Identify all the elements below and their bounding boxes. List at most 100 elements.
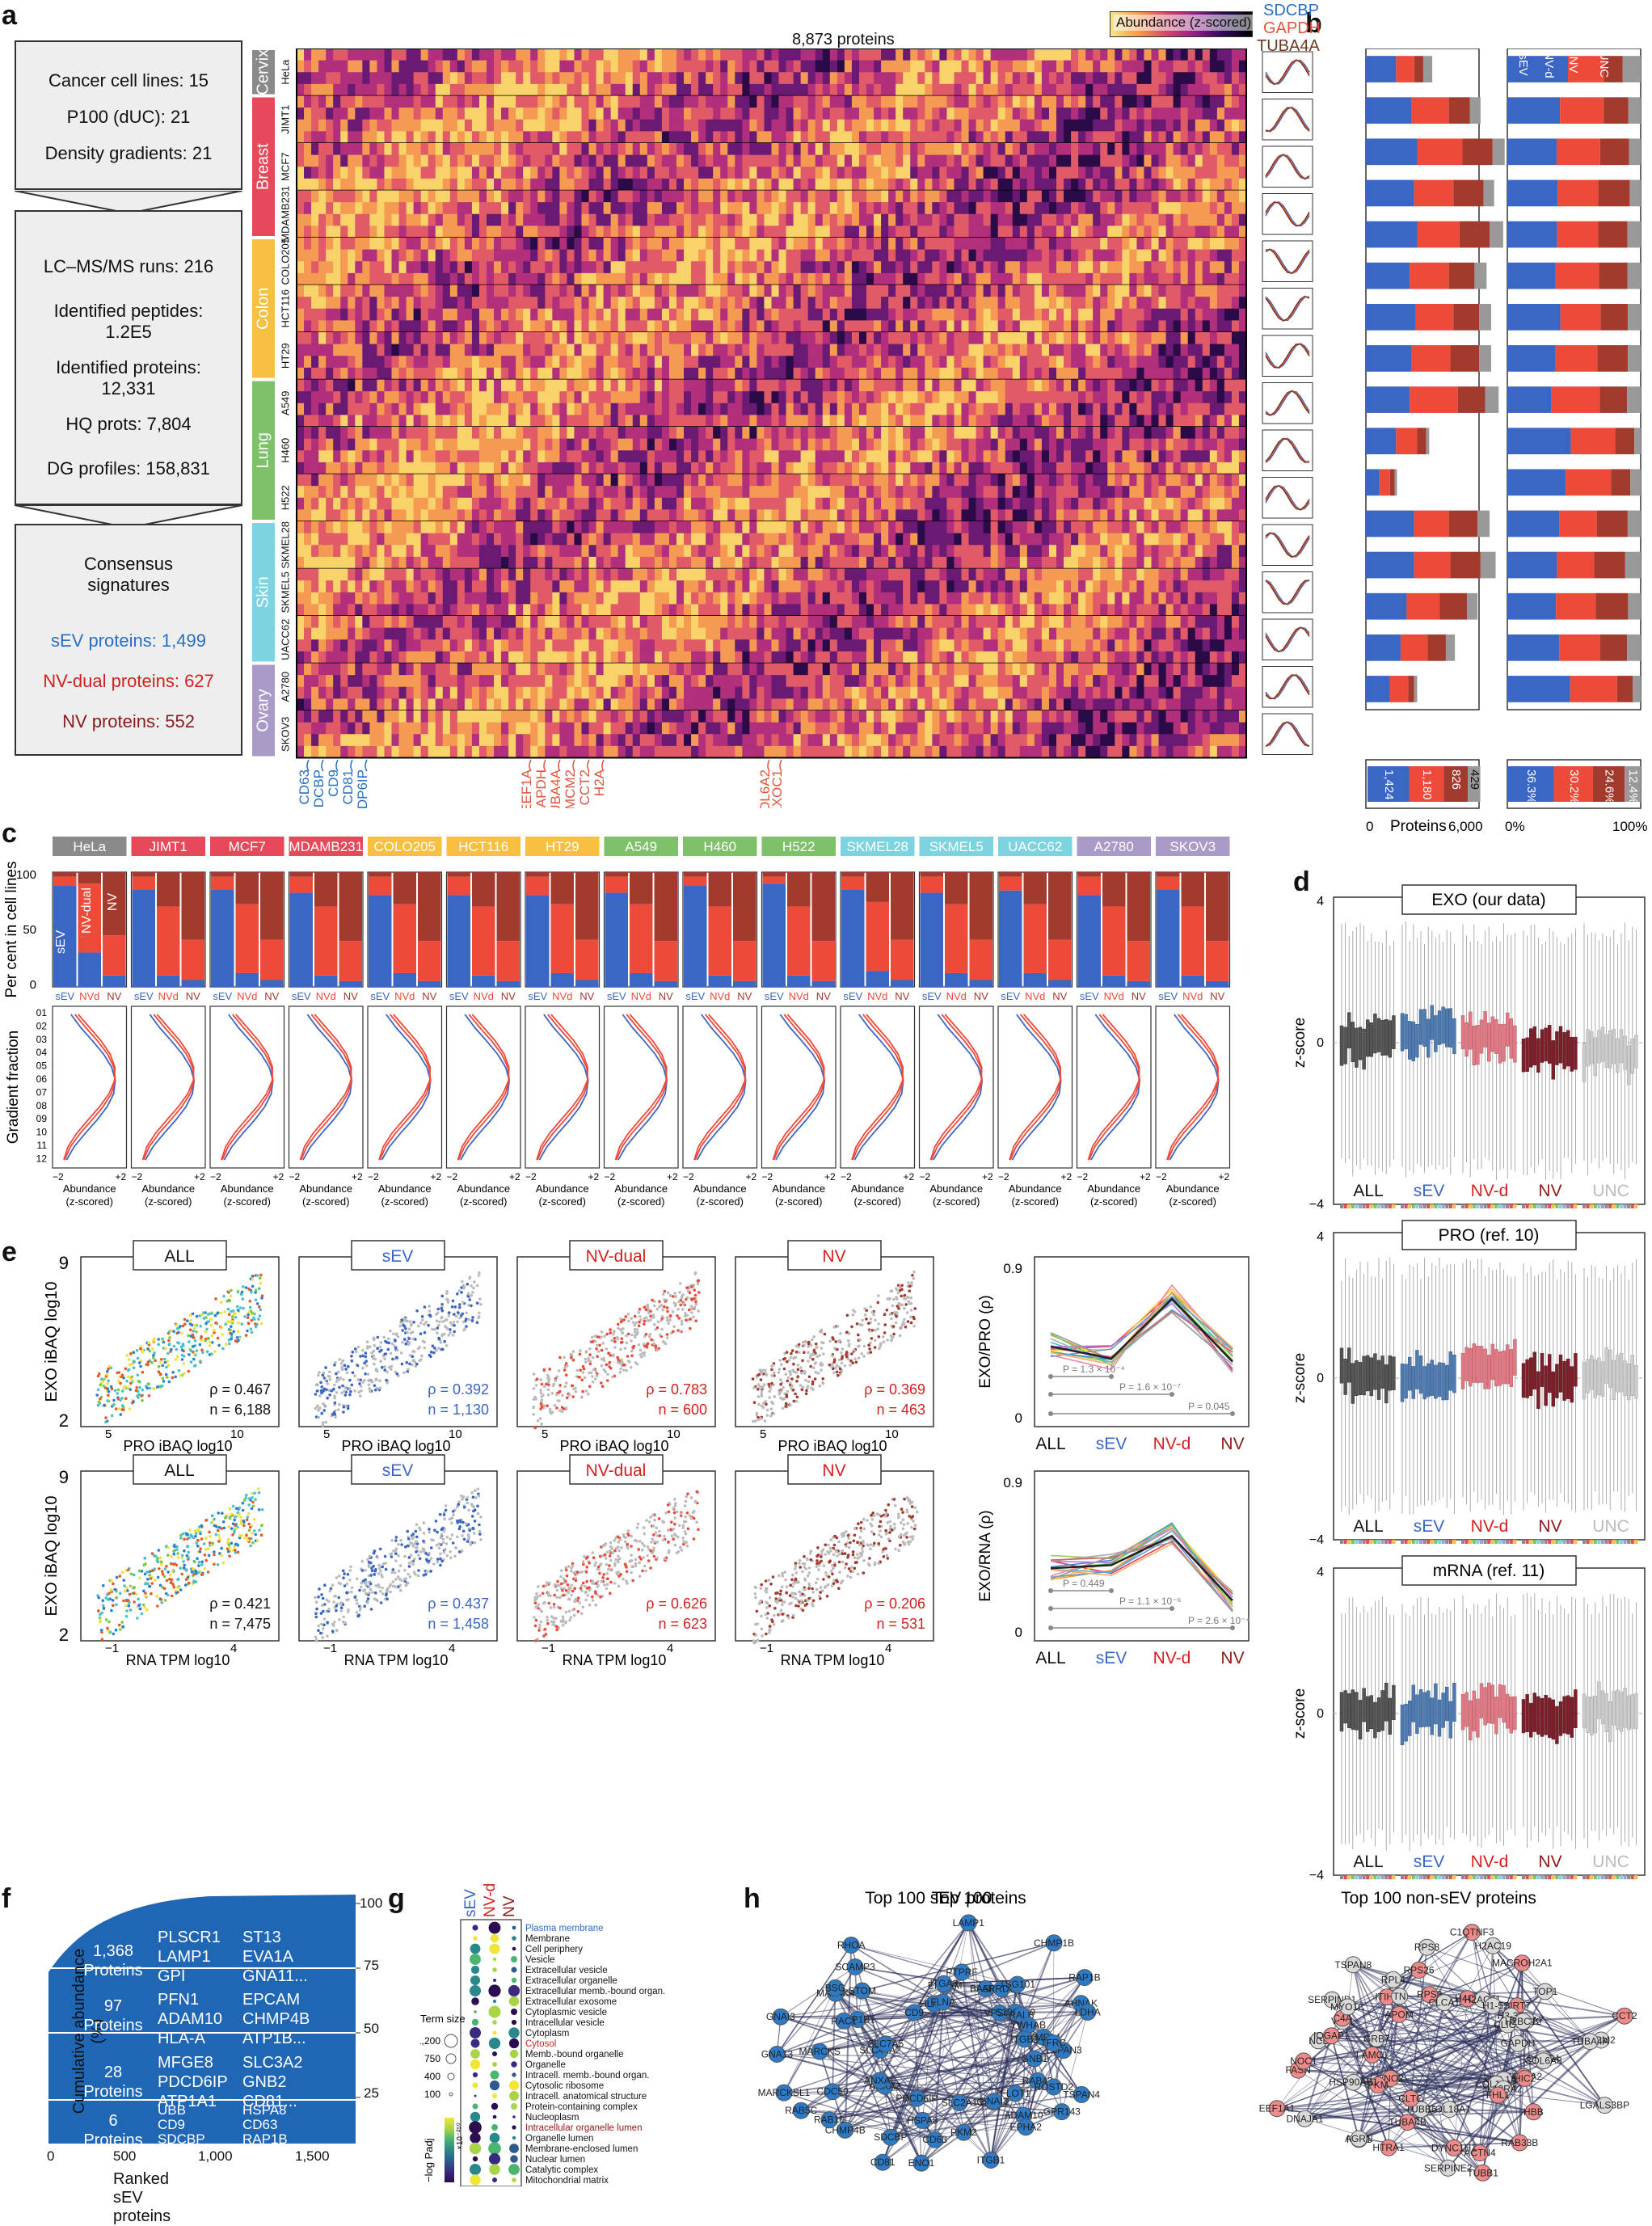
heatmap-cell — [589, 356, 596, 368]
heatmap-cell — [465, 273, 472, 285]
heatmap-cell — [1181, 48, 1188, 61]
heatmap-cell — [545, 486, 552, 498]
heatmap-cell — [815, 143, 823, 155]
heatmap-cell — [297, 439, 304, 451]
heatmap-cell — [830, 462, 837, 474]
heatmap-cell — [326, 297, 333, 309]
heatmap-cell — [384, 250, 391, 262]
heatmap-cell — [779, 61, 786, 73]
heatmap-cell — [457, 72, 465, 84]
heatmap-cell — [472, 202, 479, 214]
heatmap-cell — [1181, 368, 1188, 380]
heatmap-cell — [786, 462, 794, 474]
heatmap-cell — [786, 403, 794, 415]
heatmap-cell — [377, 261, 384, 273]
heatmap-cell — [779, 214, 786, 226]
heatmap-cell — [1232, 261, 1239, 273]
heatmap-cell — [611, 131, 618, 143]
heatmap-cell — [1064, 391, 1071, 403]
heatmap-cell — [589, 84, 596, 96]
heatmap-cell — [318, 143, 326, 155]
heatmap-cell — [537, 486, 545, 498]
heatmap-cell — [976, 285, 984, 297]
heatmap-cell — [399, 486, 407, 498]
heatmap-cell — [333, 143, 340, 155]
heatmap-cell — [815, 155, 823, 167]
heatmap-cell — [1013, 250, 1020, 262]
heatmap-cell — [1107, 273, 1115, 285]
heatmap-cell — [1107, 297, 1115, 309]
heatmap-cell — [377, 462, 384, 474]
heatmap-cell — [428, 72, 436, 84]
heatmap-cell — [443, 427, 450, 439]
heatmap-cell — [428, 155, 436, 167]
heatmap-cell — [399, 474, 407, 487]
heatmap-cell — [742, 320, 749, 332]
heatmap-cell — [669, 273, 676, 285]
heatmap-cell — [830, 356, 837, 368]
heatmap-cell — [1224, 391, 1232, 403]
heatmap-cell — [823, 72, 830, 84]
heatmap-cell — [472, 250, 479, 262]
heatmap-cell — [1049, 297, 1056, 309]
heatmap-cell — [326, 250, 333, 262]
heatmap-cell — [706, 238, 713, 250]
heatmap-cell — [756, 238, 764, 250]
heatmap-cell — [494, 368, 501, 380]
heatmap-cell — [1049, 285, 1056, 297]
legend-sdcbp: SDCBP — [1263, 2, 1319, 20]
heatmap-cell — [749, 415, 756, 427]
heatmap-cell — [326, 179, 333, 191]
heatmap-cell — [1203, 72, 1210, 84]
heatmap-cell — [618, 261, 626, 273]
heatmap-cell — [1115, 250, 1122, 262]
heatmap-cell — [450, 486, 457, 498]
heatmap-cell — [450, 96, 457, 108]
heatmap-cell — [392, 356, 399, 368]
heatmap-cell — [1239, 226, 1246, 238]
heatmap-cell — [691, 48, 698, 61]
heatmap-cell — [304, 439, 311, 451]
heatmap-cell — [633, 273, 640, 285]
heatmap-cell — [794, 380, 801, 392]
heatmap-cell — [443, 391, 450, 403]
heatmap-cell — [611, 179, 618, 191]
heatmap-cell — [1107, 238, 1115, 250]
heatmap-cell — [713, 238, 720, 250]
heatmap-cell — [355, 486, 362, 498]
heatmap-cell — [596, 486, 604, 498]
heatmap-cell — [1027, 238, 1035, 250]
heatmap-cell — [530, 238, 537, 250]
heatmap-cell — [304, 226, 311, 238]
heatmap-cell — [896, 297, 903, 309]
heatmap-cell — [355, 179, 362, 191]
heatmap-cell — [1093, 391, 1100, 403]
heatmap-cell — [756, 202, 764, 214]
heatmap-cell — [837, 108, 845, 120]
heatmap-cell — [377, 427, 384, 439]
heatmap-cell — [1093, 131, 1100, 143]
heatmap-cell — [1188, 403, 1195, 415]
heatmap-cell — [369, 143, 377, 155]
heatmap-cell — [1085, 108, 1093, 120]
heatmap-cell — [669, 403, 676, 415]
heatmap-cell — [604, 320, 611, 332]
heatmap-cell — [969, 108, 976, 120]
heatmap-cell — [735, 462, 742, 474]
heatmap-cell — [998, 238, 1005, 250]
heatmap-cell — [720, 368, 727, 380]
heatmap-cell — [837, 320, 845, 332]
heatmap-cell — [1122, 356, 1129, 368]
heatmap-cell — [611, 486, 618, 498]
heatmap-cell — [1078, 202, 1085, 214]
heatmap-cell — [1049, 486, 1056, 498]
heatmap-cell — [1174, 297, 1181, 309]
heatmap-cell — [830, 214, 837, 226]
heatmap-cell — [596, 320, 604, 332]
heatmap-cell — [1020, 214, 1027, 226]
cell-line-label: COLO205 — [279, 238, 291, 285]
heatmap-cell — [348, 120, 355, 132]
heatmap-cell — [1152, 462, 1159, 474]
heatmap-cell — [859, 191, 866, 203]
heatmap-cell — [1085, 403, 1093, 415]
